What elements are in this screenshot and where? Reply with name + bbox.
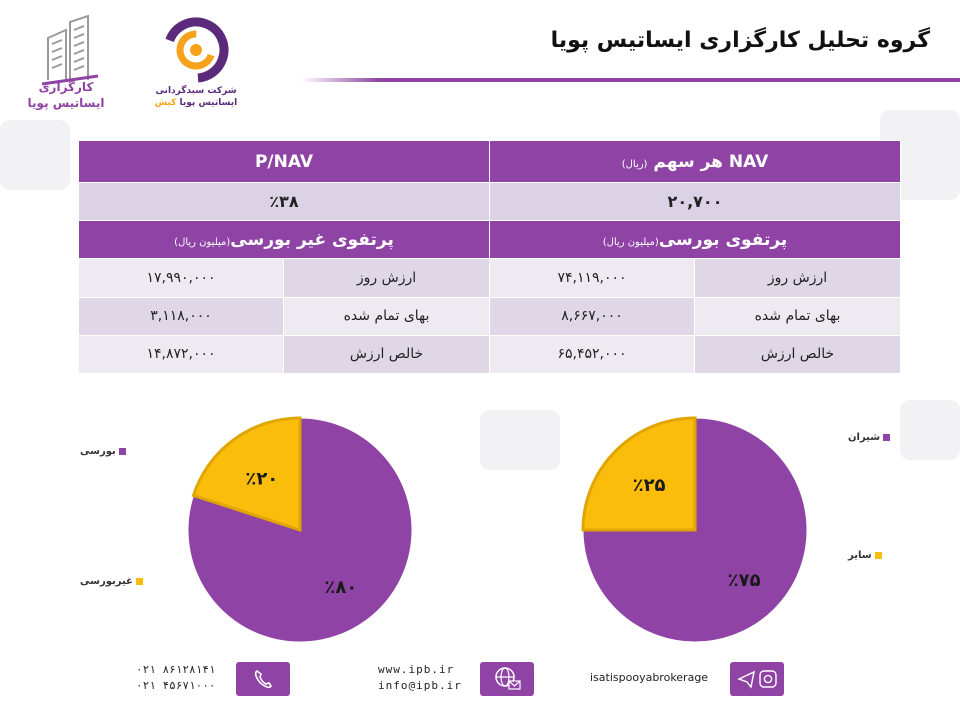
legend-swatch (883, 433, 891, 441)
globe-mail-icon (480, 662, 534, 696)
table-row: ارزش روز ۷۴,۱۱۹,۰۰۰ ارزش روز ۱۷,۹۹۰,۰۰۰ (78, 258, 901, 298)
nonbourse-portfolio-header: پرتفوی غیر بورسی(میلیون ریال) (78, 220, 490, 260)
phone-icon (236, 662, 290, 696)
pie-slice-1 (191, 416, 302, 533)
logo-left-line-1: کارگزاری (38, 80, 94, 94)
legend-swatch (135, 577, 143, 585)
legend-swatch (874, 551, 882, 559)
logo-mid-line-1: شرکت سبدگردانی (155, 86, 237, 96)
pie-chart-shiran: ٪۷۵ ٪۲۵ (581, 416, 808, 643)
email-link[interactable]: info@ipb.ir (378, 679, 462, 692)
bourse-value: ۸,۶۶۷,۰۰۰ (489, 296, 695, 336)
ring-logo-icon (163, 17, 229, 83)
bourse-portfolio-header: پرتفوی بورسی(میلیون ریال) (489, 220, 901, 260)
pnav-value: ٪۳۸ (78, 182, 490, 222)
legend-label: سایر (848, 550, 872, 561)
row-label: ارزش روز (283, 258, 490, 298)
footer-web: www.ipb.ir info@ipb.ir (378, 662, 462, 694)
pie-data-label: ٪۲۵ (633, 475, 666, 496)
row-label: خالص ارزش (694, 334, 901, 375)
legend-item-other: سایر (848, 550, 882, 561)
nonbourse-unit: (میلیون ریال) (174, 236, 231, 248)
legend-swatch (118, 447, 126, 455)
footer-phones: ۰۲۱ ۸۶۱۲۸۱۴۱ ۰۲۱ ۴۵۶۷۱۰۰۰ (136, 662, 215, 694)
table-row: خالص ارزش ۶۵,۴۵۲,۰۰۰ خالص ارزش ۱۴,۸۷۲,۰۰… (78, 334, 901, 375)
buildings-logo-icon (41, 14, 99, 86)
row-label: بهای تمام شده (694, 296, 901, 336)
pie-data-label: ٪۲۰ (245, 468, 278, 489)
bourse-value: ۷۴,۱۱۹,۰۰۰ (489, 258, 695, 298)
logo-left-line-2: ایساتیس پویا (27, 96, 105, 110)
pie-data-label: ٪۷۵ (728, 570, 761, 591)
legend-item-bourse: بورسی (80, 446, 126, 457)
legend-label: بورسی (80, 446, 116, 457)
logo-mid-kish: کیش (154, 98, 177, 108)
legend-label: غیربورسی (80, 576, 133, 587)
legend-item-shiran: شیران (848, 432, 891, 443)
background-decoration (480, 410, 560, 470)
background-decoration (900, 400, 960, 460)
row-label: بهای تمام شده (283, 296, 490, 336)
pnav-header-cell: P/NAV (78, 139, 490, 184)
logo-mid-line-2: ایساتیس پویا کیش (146, 98, 246, 108)
pie-slice-1 (581, 416, 697, 532)
row-label: ارزش روز (694, 258, 901, 298)
nav-value: ۲۰,۷۰۰ (489, 182, 901, 222)
phone-1: ۰۲۱ ۸۶۱۲۸۱۴۱ (136, 663, 216, 676)
row-label: خالص ارزش (283, 334, 490, 375)
nav-header-cell: NAV هر سهم (ریال) (489, 139, 901, 184)
nonbourse-value: ۳,۱۱۸,۰۰۰ (78, 296, 284, 336)
nonbourse-title: پرتفوی غیر بورسی (230, 229, 394, 250)
bourse-unit: (میلیون ریال) (602, 236, 659, 248)
nonbourse-value: ۱۷,۹۹۰,۰۰۰ (78, 258, 284, 298)
legend-label: شیران (848, 432, 881, 443)
telegram-instagram-icon (730, 662, 784, 696)
website-link[interactable]: www.ipb.ir (378, 663, 455, 676)
logo-mid-name: ایساتیس پویا (179, 98, 238, 108)
nav-unit: (ریال) (621, 158, 648, 170)
pie-chart-bourse: ٪۸۰ ٪۲۰ (187, 416, 413, 643)
bourse-value: ۶۵,۴۵۲,۰۰۰ (489, 334, 695, 375)
nonbourse-value: ۱۴,۸۷۲,۰۰۰ (78, 334, 284, 375)
nav-table: NAV هر سهم (ریال) P/NAV ۲۰,۷۰۰ ٪۳۸ پرتفو… (78, 139, 901, 375)
legend-item-nonbourse: غیربورسی (80, 576, 143, 587)
pie-data-label: ٪۸۰ (324, 577, 357, 598)
header-divider (300, 78, 960, 82)
background-decoration (0, 120, 70, 190)
nav-per-share: هر سهم (653, 151, 723, 172)
phone-2: ۰۲۱ ۴۵۶۷۱۰۰۰ (136, 679, 216, 692)
table-row: بهای تمام شده ۸,۶۶۷,۰۰۰ بهای تمام شده ۳,… (78, 296, 901, 336)
nav-label: NAV (728, 151, 769, 172)
page-title: گروه تحلیل کارگزاری ایساتیس پویا (550, 28, 930, 53)
bourse-title: پرتفوی بورسی (658, 229, 788, 250)
social-handle[interactable]: isatispooyabrokerage (590, 671, 709, 684)
